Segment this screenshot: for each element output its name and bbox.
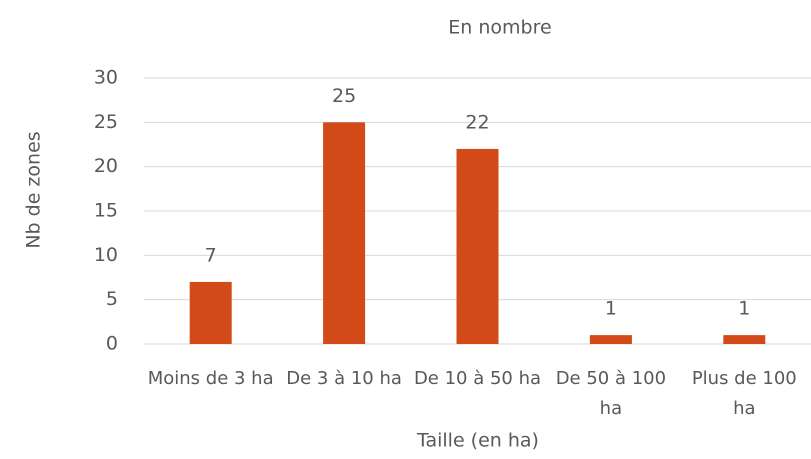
x-axis-label: Taille (en ha) xyxy=(416,430,539,452)
x-tick-label: Plus de 100 ha xyxy=(691,368,797,419)
y-tick-label: 10 xyxy=(94,244,118,266)
x-tick-label: De 3 à 10 ha xyxy=(286,368,402,389)
y-tick-label: 0 xyxy=(106,333,118,355)
x-tick-label: Moins de 3 ha xyxy=(147,368,274,389)
y-tick-label: 5 xyxy=(106,288,118,310)
data-label: 1 xyxy=(605,298,617,320)
y-tick-label: 20 xyxy=(94,155,118,177)
bar xyxy=(589,335,632,344)
y-tick-label: 30 xyxy=(94,67,118,89)
bar xyxy=(189,281,232,344)
x-tick-label: De 50 à 100 ha xyxy=(555,368,667,419)
bar xyxy=(723,335,766,344)
y-axis-label: Nb de zones xyxy=(23,131,45,248)
chart-title: En nombre xyxy=(448,17,551,39)
bar xyxy=(456,148,499,344)
data-label: 1 xyxy=(738,298,750,320)
data-label: 25 xyxy=(332,85,356,107)
data-label: 22 xyxy=(465,111,489,133)
x-tick-label: De 10 à 50 ha xyxy=(413,368,542,389)
y-tick-label: 25 xyxy=(94,111,118,133)
bar xyxy=(323,122,366,344)
y-tick-label: 15 xyxy=(94,200,118,222)
data-label: 7 xyxy=(205,244,217,266)
